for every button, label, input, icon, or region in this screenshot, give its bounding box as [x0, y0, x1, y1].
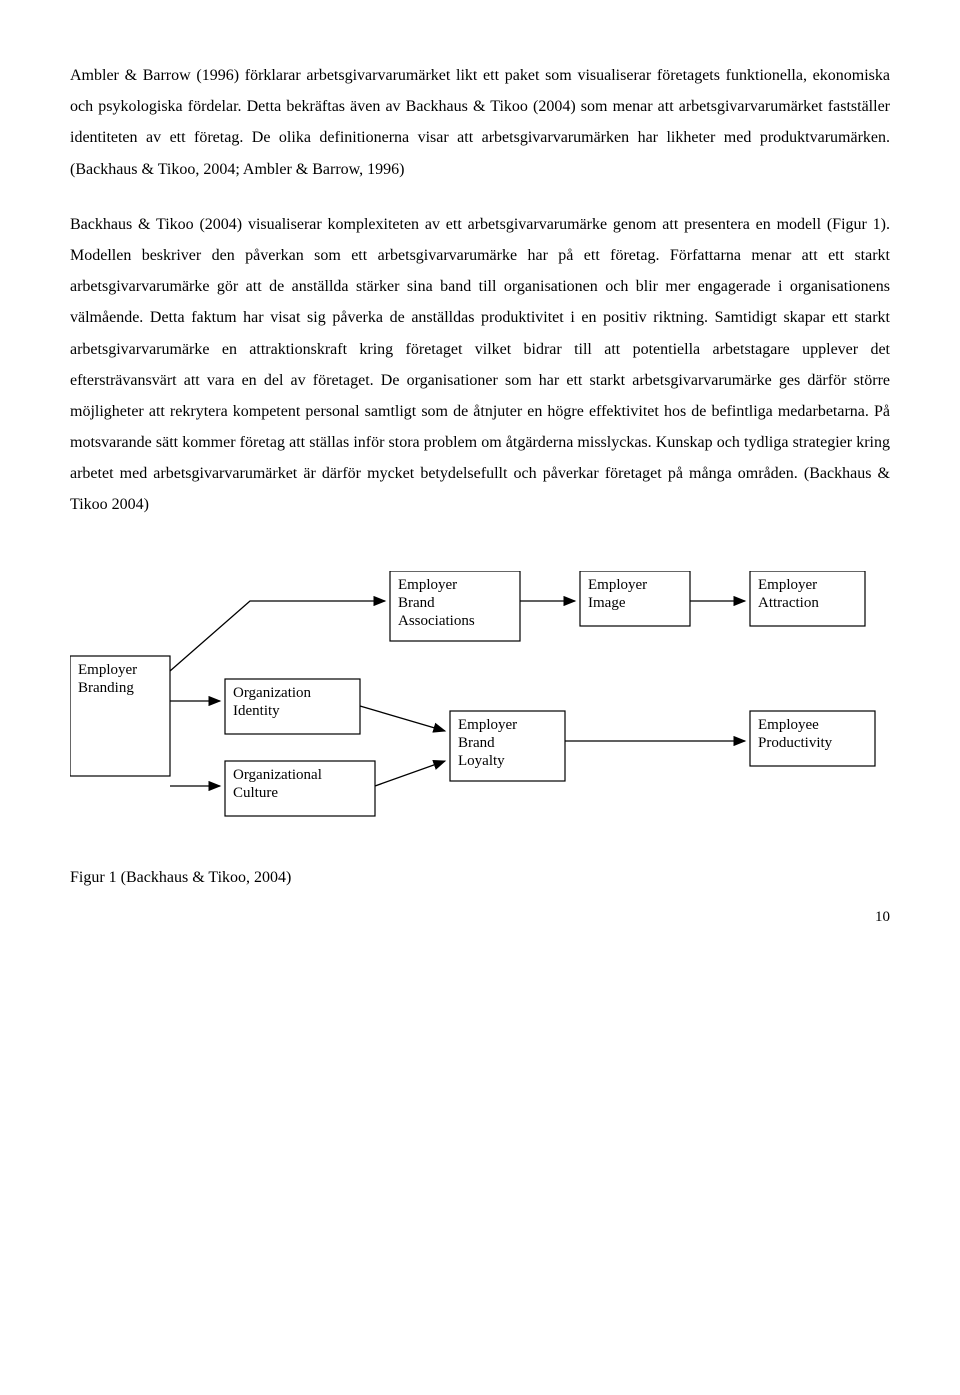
flow-node-label: Employer	[758, 577, 817, 593]
flow-node-oi: Organization Identity	[225, 679, 360, 734]
flowchart-figure: Employer Branding Employer Brand Association…	[70, 571, 890, 842]
flow-node-label: Employer	[458, 717, 517, 733]
flow-node-ebl: Employer Brand Loyalty	[450, 711, 565, 781]
paragraph-2: Backhaus & Tikoo (2004) visualiserar kom…	[70, 209, 890, 521]
flow-node-label: Brand	[398, 595, 435, 611]
flow-node-label: Image	[588, 595, 626, 611]
page-number: 10	[70, 903, 890, 932]
flow-node-label: Culture	[233, 785, 278, 801]
flow-node-label: Organization	[233, 685, 312, 701]
flow-node-label: Associations	[398, 613, 475, 629]
flow-edge	[360, 706, 445, 731]
flow-node-ei: Employer Image	[580, 571, 690, 626]
flow-node-eb: Employer Branding	[70, 656, 170, 776]
flow-edge	[170, 601, 385, 671]
flow-node-label: Organizational	[233, 767, 322, 783]
flow-node-label: Employer	[78, 662, 137, 678]
flow-node-label: Brand	[458, 735, 495, 751]
flow-node-label: Employer	[588, 577, 647, 593]
flow-node-label: Employee	[758, 717, 819, 733]
flow-node-label: Branding	[78, 680, 134, 696]
flowchart-svg: Employer Branding Employer Brand Association…	[70, 571, 890, 831]
flow-edge	[375, 761, 445, 786]
figure-caption: Figur 1 (Backhaus & Tikoo, 2004)	[70, 862, 890, 893]
flow-node-label: Productivity	[758, 735, 833, 751]
flow-node-ea: Employer Attraction	[750, 571, 865, 626]
flow-node-label: Loyalty	[458, 753, 505, 769]
flow-node-label: Identity	[233, 703, 280, 719]
flow-node-eba: Employer Brand Associations	[390, 571, 520, 641]
flow-node-oc: Organizational Culture	[225, 761, 375, 816]
flow-node-label: Employer	[398, 577, 457, 593]
flow-node-ep: Employee Productivity	[750, 711, 875, 766]
paragraph-1: Ambler & Barrow (1996) förklarar arbetsg…	[70, 60, 890, 185]
flow-node-label: Attraction	[758, 595, 819, 611]
